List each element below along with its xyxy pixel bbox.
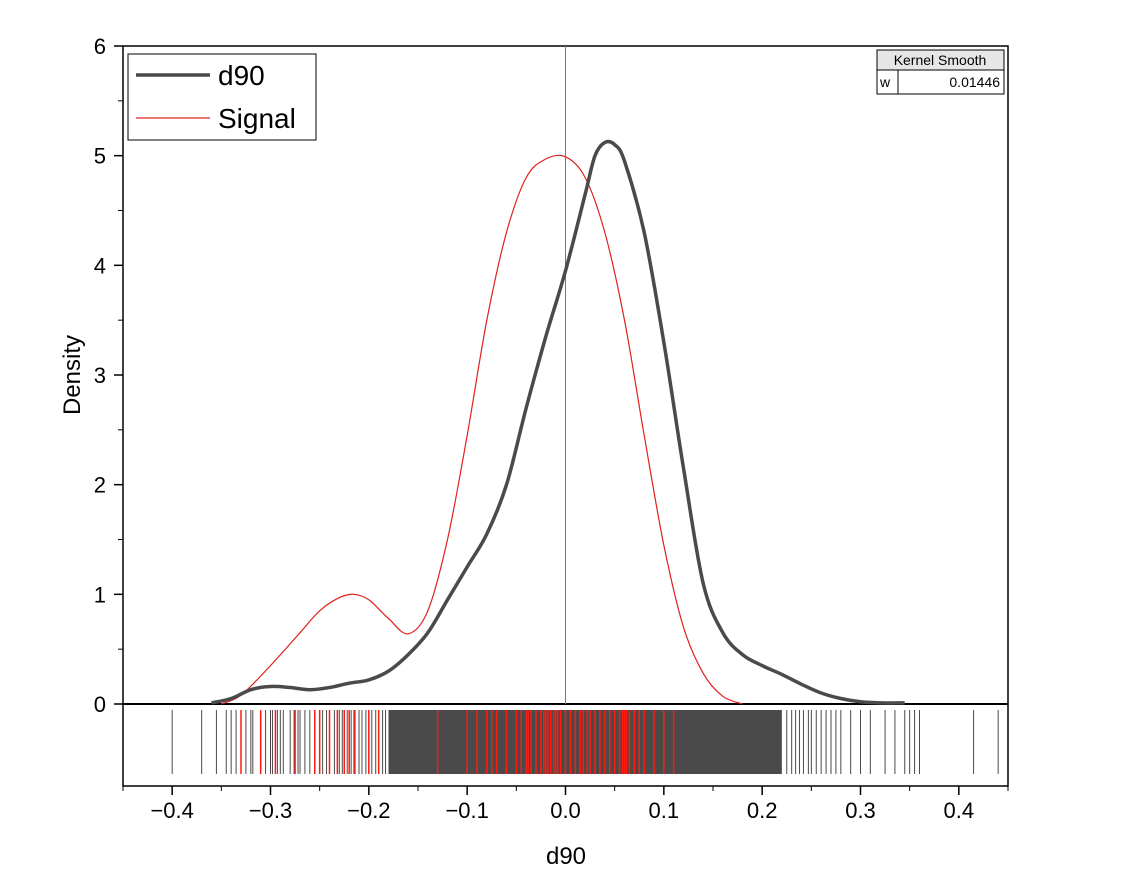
y-tick-label: 2 — [94, 473, 106, 498]
legend-label-d90: d90 — [218, 60, 265, 91]
x-tick-label: 0.4 — [944, 798, 975, 823]
series-line-d90 — [211, 139, 905, 705]
y-tick-label: 6 — [94, 34, 106, 59]
x-axis-title: d90 — [546, 843, 586, 870]
kernel-smooth-table: Kernel Smooth w 0.01446 — [876, 49, 1005, 95]
y-tick-label: 1 — [94, 582, 106, 607]
legend-label-signal: Signal — [218, 103, 296, 134]
y-tick-label: 4 — [94, 253, 106, 278]
legend: d90 Signal — [127, 53, 317, 141]
legend-box — [127, 53, 317, 141]
x-tick-label: 0.1 — [649, 798, 680, 823]
x-tick-label: 0.3 — [845, 798, 876, 823]
ks-table-row-label: w — [879, 74, 891, 90]
y-axis: 0 1 2 3 4 5 6 — [94, 34, 123, 717]
x-tick-label: −0.4 — [150, 798, 193, 823]
series-layer — [211, 139, 905, 705]
y-axis-title: Density — [59, 335, 86, 415]
ks-table-row-value: 0.01446 — [949, 74, 1000, 90]
series-line-signal — [221, 154, 743, 705]
rug-dense-band — [673, 710, 782, 774]
y-tick-label: 5 — [94, 144, 106, 169]
x-tick-label: −0.2 — [347, 798, 390, 823]
x-tick-label: −0.1 — [445, 798, 488, 823]
y-tick-label: 3 — [94, 363, 106, 388]
x-tick-label: 0.0 — [550, 798, 581, 823]
x-tick-label: 0.2 — [747, 798, 778, 823]
x-axis: −0.4 −0.3 −0.2 −0.1 0.0 0.1 0.2 0.3 0.4 — [122, 786, 1009, 823]
ks-table-header: Kernel Smooth — [894, 52, 987, 68]
x-tick-label: −0.3 — [249, 798, 292, 823]
rug-plot — [171, 710, 999, 774]
y-tick-label: 0 — [94, 692, 106, 717]
